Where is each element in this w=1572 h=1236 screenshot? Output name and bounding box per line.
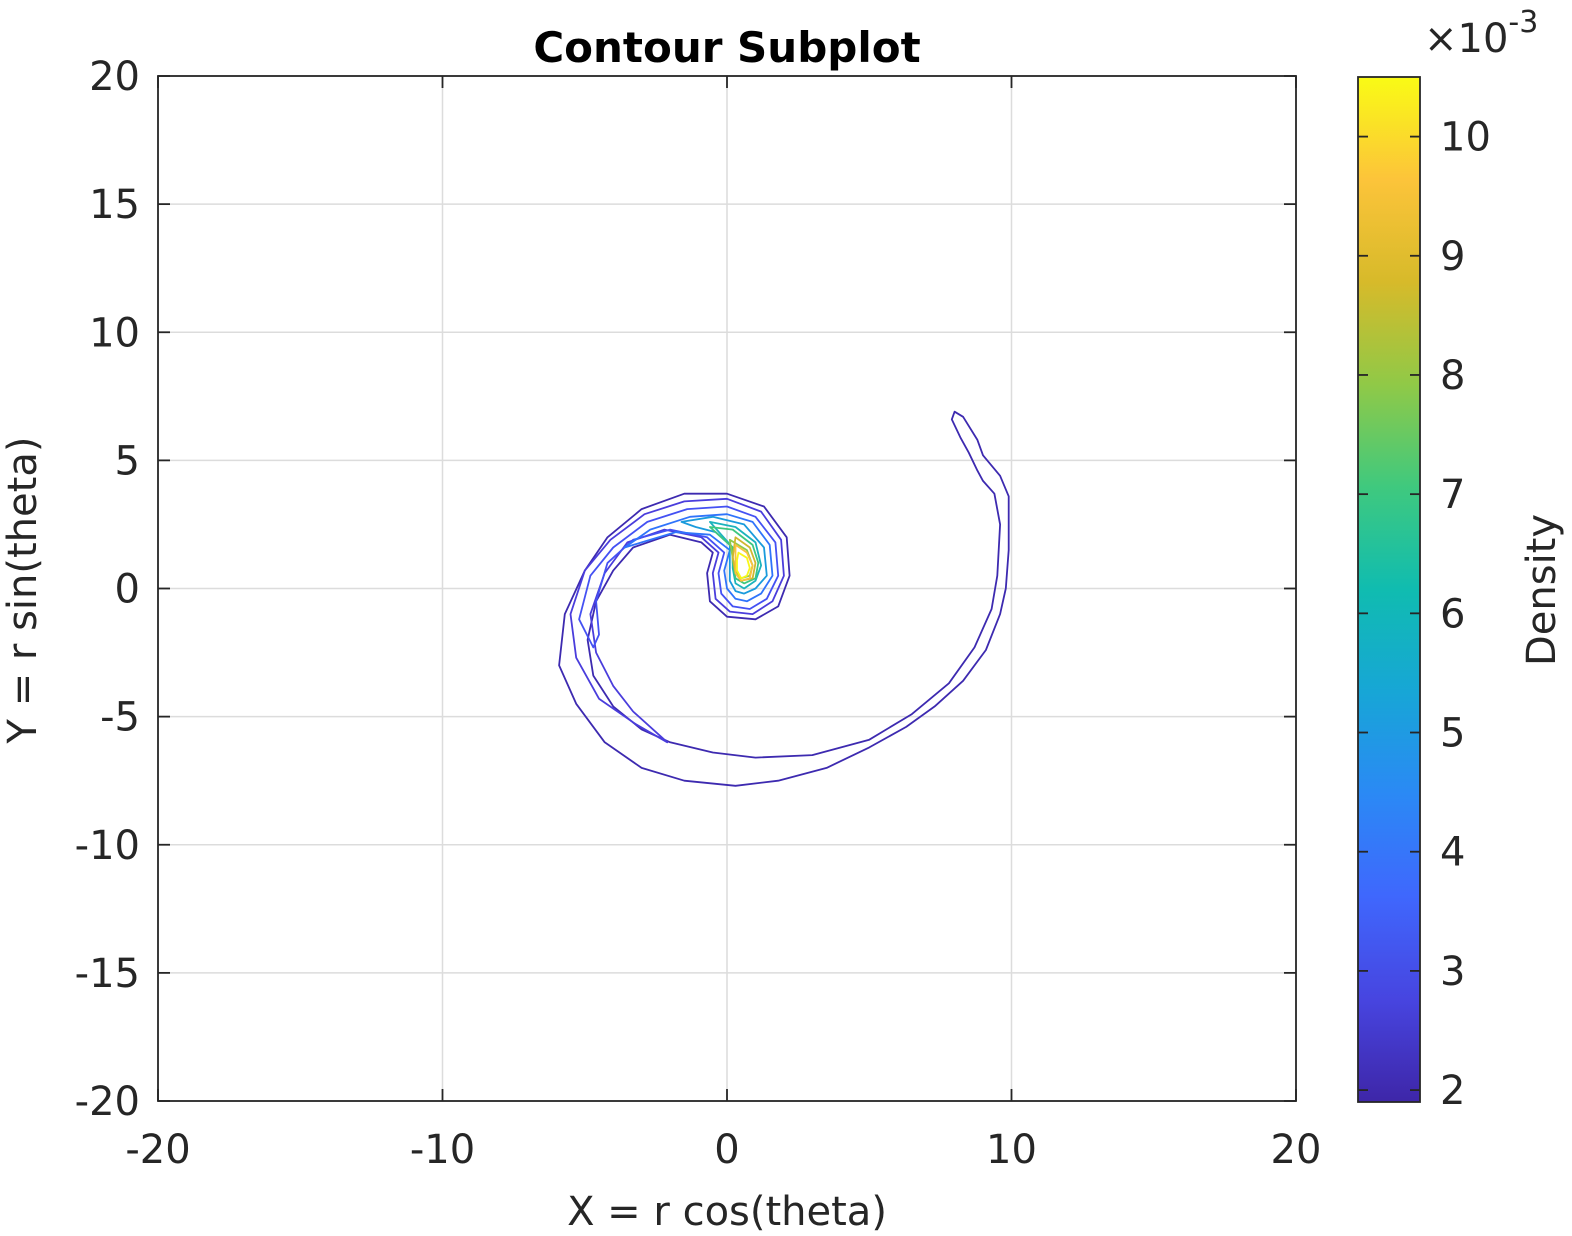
x-tick-label: 20 xyxy=(1271,1127,1322,1173)
colorbar-tick-label: 9 xyxy=(1440,234,1465,280)
colorbar-tick-label: 2 xyxy=(1440,1068,1465,1114)
contour-line xyxy=(736,551,751,580)
colorbar-tick-label: 7 xyxy=(1440,472,1465,518)
x-tick-label: 10 xyxy=(986,1127,1037,1173)
x-axis-label: X = r cos(theta) xyxy=(567,1189,887,1235)
colorbar-tick-label: 5 xyxy=(1440,711,1465,757)
colorbar-tick-label: 10 xyxy=(1440,115,1491,161)
colorbar-exponent: -3 xyxy=(1508,5,1538,40)
colorbar-tick-label: 4 xyxy=(1440,830,1465,876)
y-tick-label: 10 xyxy=(89,310,140,356)
x-tick-labels: -20 -10 0 10 20 xyxy=(125,1127,1321,1173)
y-tick-label: -5 xyxy=(100,695,140,741)
axis-ticks xyxy=(157,75,1297,1102)
colorbar-tick-label: 6 xyxy=(1440,591,1465,637)
x-tick-label: 0 xyxy=(714,1127,739,1173)
y-tick-label: -10 xyxy=(75,823,140,869)
y-tick-label: -20 xyxy=(75,1079,140,1125)
contour-line xyxy=(734,544,754,582)
y-tick-label: -15 xyxy=(75,951,140,997)
contour-line xyxy=(558,410,1010,787)
y-axis-label: Y = r sin(theta) xyxy=(0,437,46,745)
contour-line xyxy=(623,513,774,603)
chart-title: Contour Subplot xyxy=(533,23,920,72)
colorbar-multiplier-base: ×10 xyxy=(1424,16,1508,62)
colorbar-tick-label: 8 xyxy=(1440,353,1465,399)
colorbar-label: Density xyxy=(1519,514,1565,666)
y-tick-label: 0 xyxy=(115,567,140,613)
colorbar-tick-labels: 2 3 4 5 6 7 8 9 10 xyxy=(1440,115,1491,1114)
contour-line xyxy=(709,526,760,585)
x-tick-label: -10 xyxy=(410,1127,475,1173)
x-tick-label: -20 xyxy=(125,1127,190,1173)
y-tick-label: 5 xyxy=(115,438,140,484)
colorbar-tick-label: 3 xyxy=(1440,949,1465,995)
y-tick-label: 20 xyxy=(89,54,140,100)
colorbar xyxy=(1357,76,1421,1103)
colorbar-multiplier: ×10-3 xyxy=(1424,5,1538,62)
colorbar-ticks xyxy=(1358,135,1420,1091)
y-tick-labels: -20 -15 -10 -5 0 5 10 15 20 xyxy=(75,54,140,1125)
contour-lines xyxy=(558,410,1010,787)
y-tick-label: 15 xyxy=(89,182,140,228)
